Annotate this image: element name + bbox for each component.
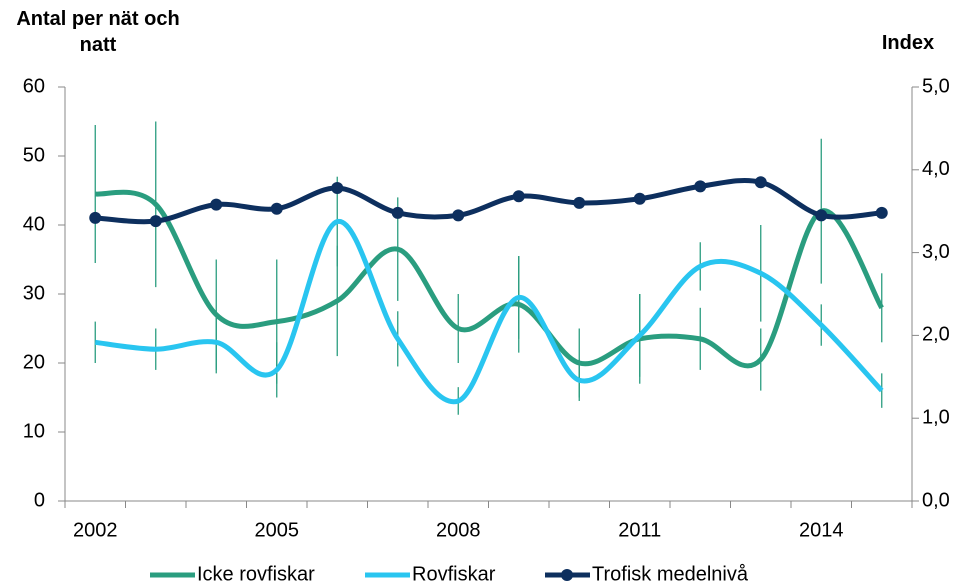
point bbox=[210, 198, 223, 211]
legend-label: Icke rovfiskar bbox=[197, 563, 315, 585]
y-axis-title: Antal per nät och natt bbox=[16, 8, 180, 56]
legend-marker bbox=[561, 569, 573, 581]
legend-label: Trofisk medelnivå bbox=[592, 563, 749, 585]
y-tick-label: 30 bbox=[23, 282, 45, 304]
y2-tick-label: 2,0 bbox=[922, 324, 950, 346]
y-tick-label: 10 bbox=[23, 420, 45, 442]
point bbox=[331, 182, 344, 195]
point bbox=[633, 192, 646, 205]
y2-tick-label: 1,0 bbox=[922, 406, 950, 428]
x-tick-label: 2008 bbox=[436, 519, 481, 541]
x-tick-label: 2002 bbox=[73, 519, 118, 541]
point bbox=[89, 211, 102, 224]
y2-tick-label: 4,0 bbox=[922, 158, 950, 180]
y-tick-label: 40 bbox=[23, 213, 45, 235]
point bbox=[694, 180, 707, 193]
y-tick-label: 50 bbox=[23, 144, 45, 166]
point bbox=[270, 202, 283, 215]
y2-axis-title: Index bbox=[881, 32, 935, 54]
point bbox=[391, 206, 404, 219]
y2-tick-label: 0,0 bbox=[922, 489, 950, 511]
x-tick-label: 2014 bbox=[799, 519, 844, 541]
series-line bbox=[94, 189, 884, 369]
y-tick-label: 20 bbox=[23, 351, 45, 373]
point bbox=[149, 215, 162, 228]
y2-tick-label: 5,0 bbox=[922, 75, 950, 97]
x-tick-label: 2011 bbox=[618, 519, 661, 541]
point bbox=[512, 190, 525, 203]
y-tick-label: 60 bbox=[23, 75, 45, 97]
x-tick-label: 2005 bbox=[255, 519, 300, 541]
y2-tick-label: 3,0 bbox=[922, 241, 950, 263]
point bbox=[875, 206, 888, 219]
y-tick-label: 0 bbox=[34, 489, 45, 511]
point bbox=[573, 196, 586, 209]
point bbox=[754, 176, 767, 189]
legend-label: Rovfiskar bbox=[412, 563, 496, 585]
point bbox=[815, 209, 828, 222]
point bbox=[452, 209, 465, 222]
series-line bbox=[94, 219, 884, 405]
